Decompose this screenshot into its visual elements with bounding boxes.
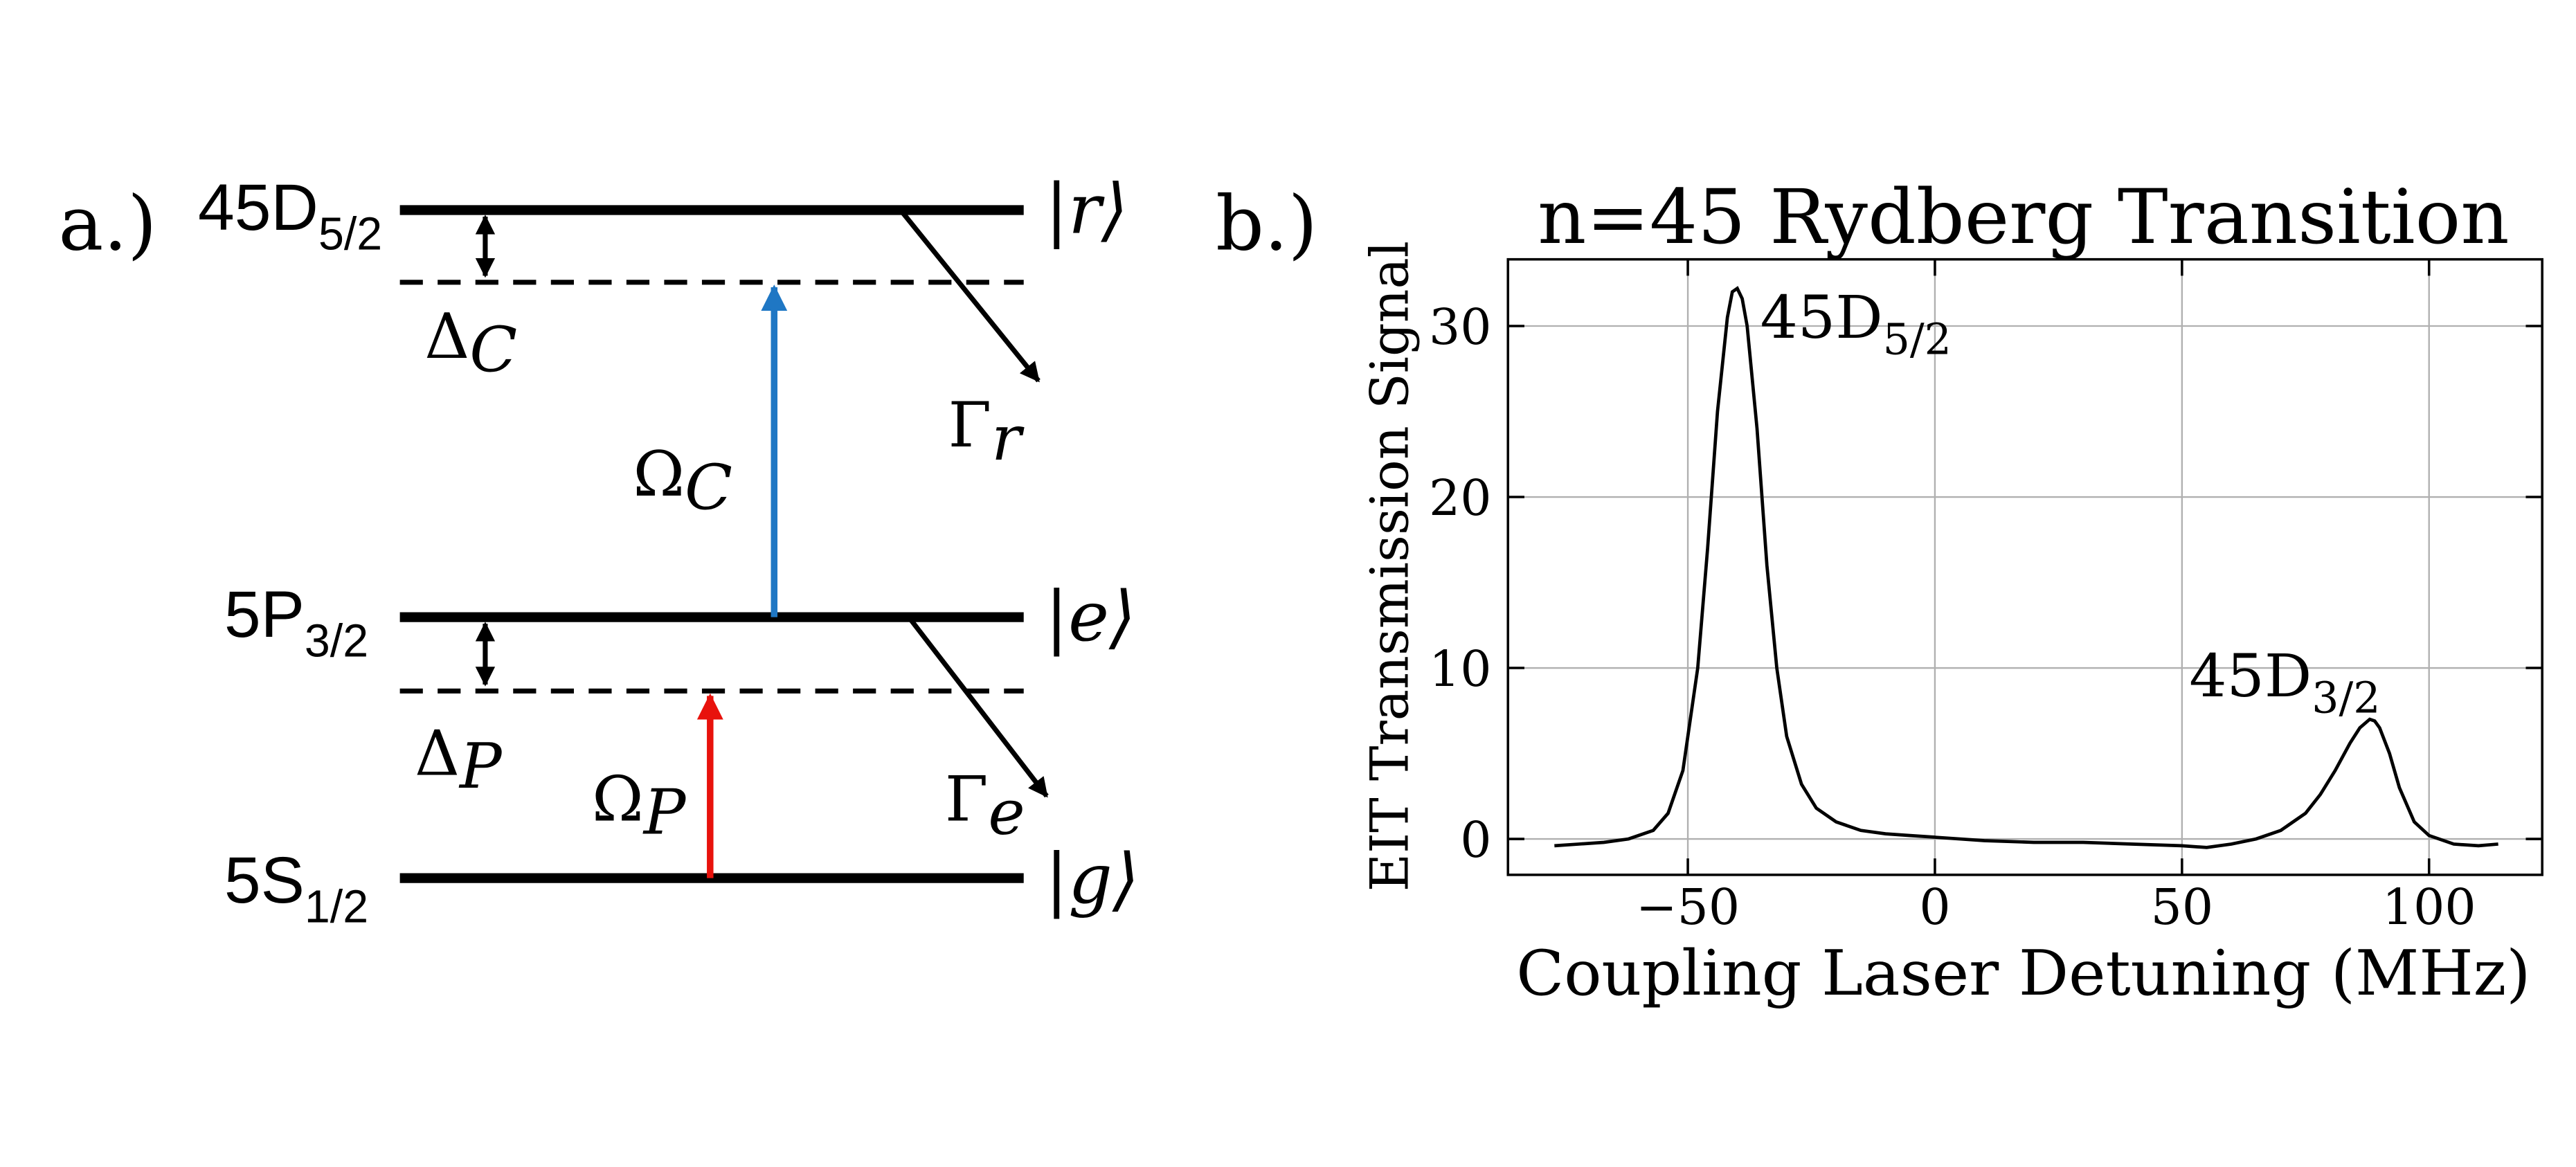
x-tick-label: 50 — [2151, 878, 2214, 936]
x-tick-label: −50 — [1636, 878, 1740, 936]
annotation: 45D5/2 — [1760, 284, 1952, 365]
level-label: 45D5/2 — [198, 171, 382, 260]
symbol: Γe — [945, 763, 1025, 849]
symbol: ΔC — [424, 300, 517, 386]
y-tick-label: 30 — [1429, 298, 1492, 356]
y-tick-label: 10 — [1429, 640, 1492, 698]
decay-arrow — [906, 615, 1049, 798]
ket: |r⟩ — [1045, 170, 1128, 250]
chart-title: n=45 Rydberg Transition — [1538, 173, 2509, 261]
level-label: 5S1/2 — [224, 844, 368, 932]
level-label: 5P3/2 — [224, 578, 368, 667]
y-tick-label: 0 — [1460, 811, 1491, 869]
ket: |g⟩ — [1045, 840, 1140, 919]
x-tick-label: 0 — [1919, 878, 1950, 936]
panel-label: a.) — [58, 179, 156, 267]
x-tick-label: 100 — [2382, 878, 2476, 936]
symbol: Γr — [948, 389, 1025, 475]
symbol: ΩC — [633, 438, 732, 524]
annotation-text: 45D — [2189, 642, 2312, 711]
annotation-sub: 3/2 — [2312, 673, 2380, 723]
ket: |e⟩ — [1045, 577, 1136, 657]
symbol: ΔP — [415, 717, 503, 803]
annotation-text: 45D — [1760, 284, 1883, 352]
symbol: ΩP — [592, 763, 687, 849]
annotation-sub: 5/2 — [1883, 315, 1952, 365]
decay-arrow — [899, 208, 1041, 383]
y-axis-label: EIT Transmission Signal — [1360, 241, 1421, 892]
panel-label: b.) — [1216, 179, 1317, 267]
annotation: 45D3/2 — [2189, 642, 2380, 723]
axes-frame — [1506, 257, 2543, 876]
x-axis-label: Coupling Laser Detuning (MHz) — [1516, 937, 2530, 1010]
y-tick-label: 20 — [1429, 469, 1492, 527]
data-line — [1554, 286, 2498, 849]
